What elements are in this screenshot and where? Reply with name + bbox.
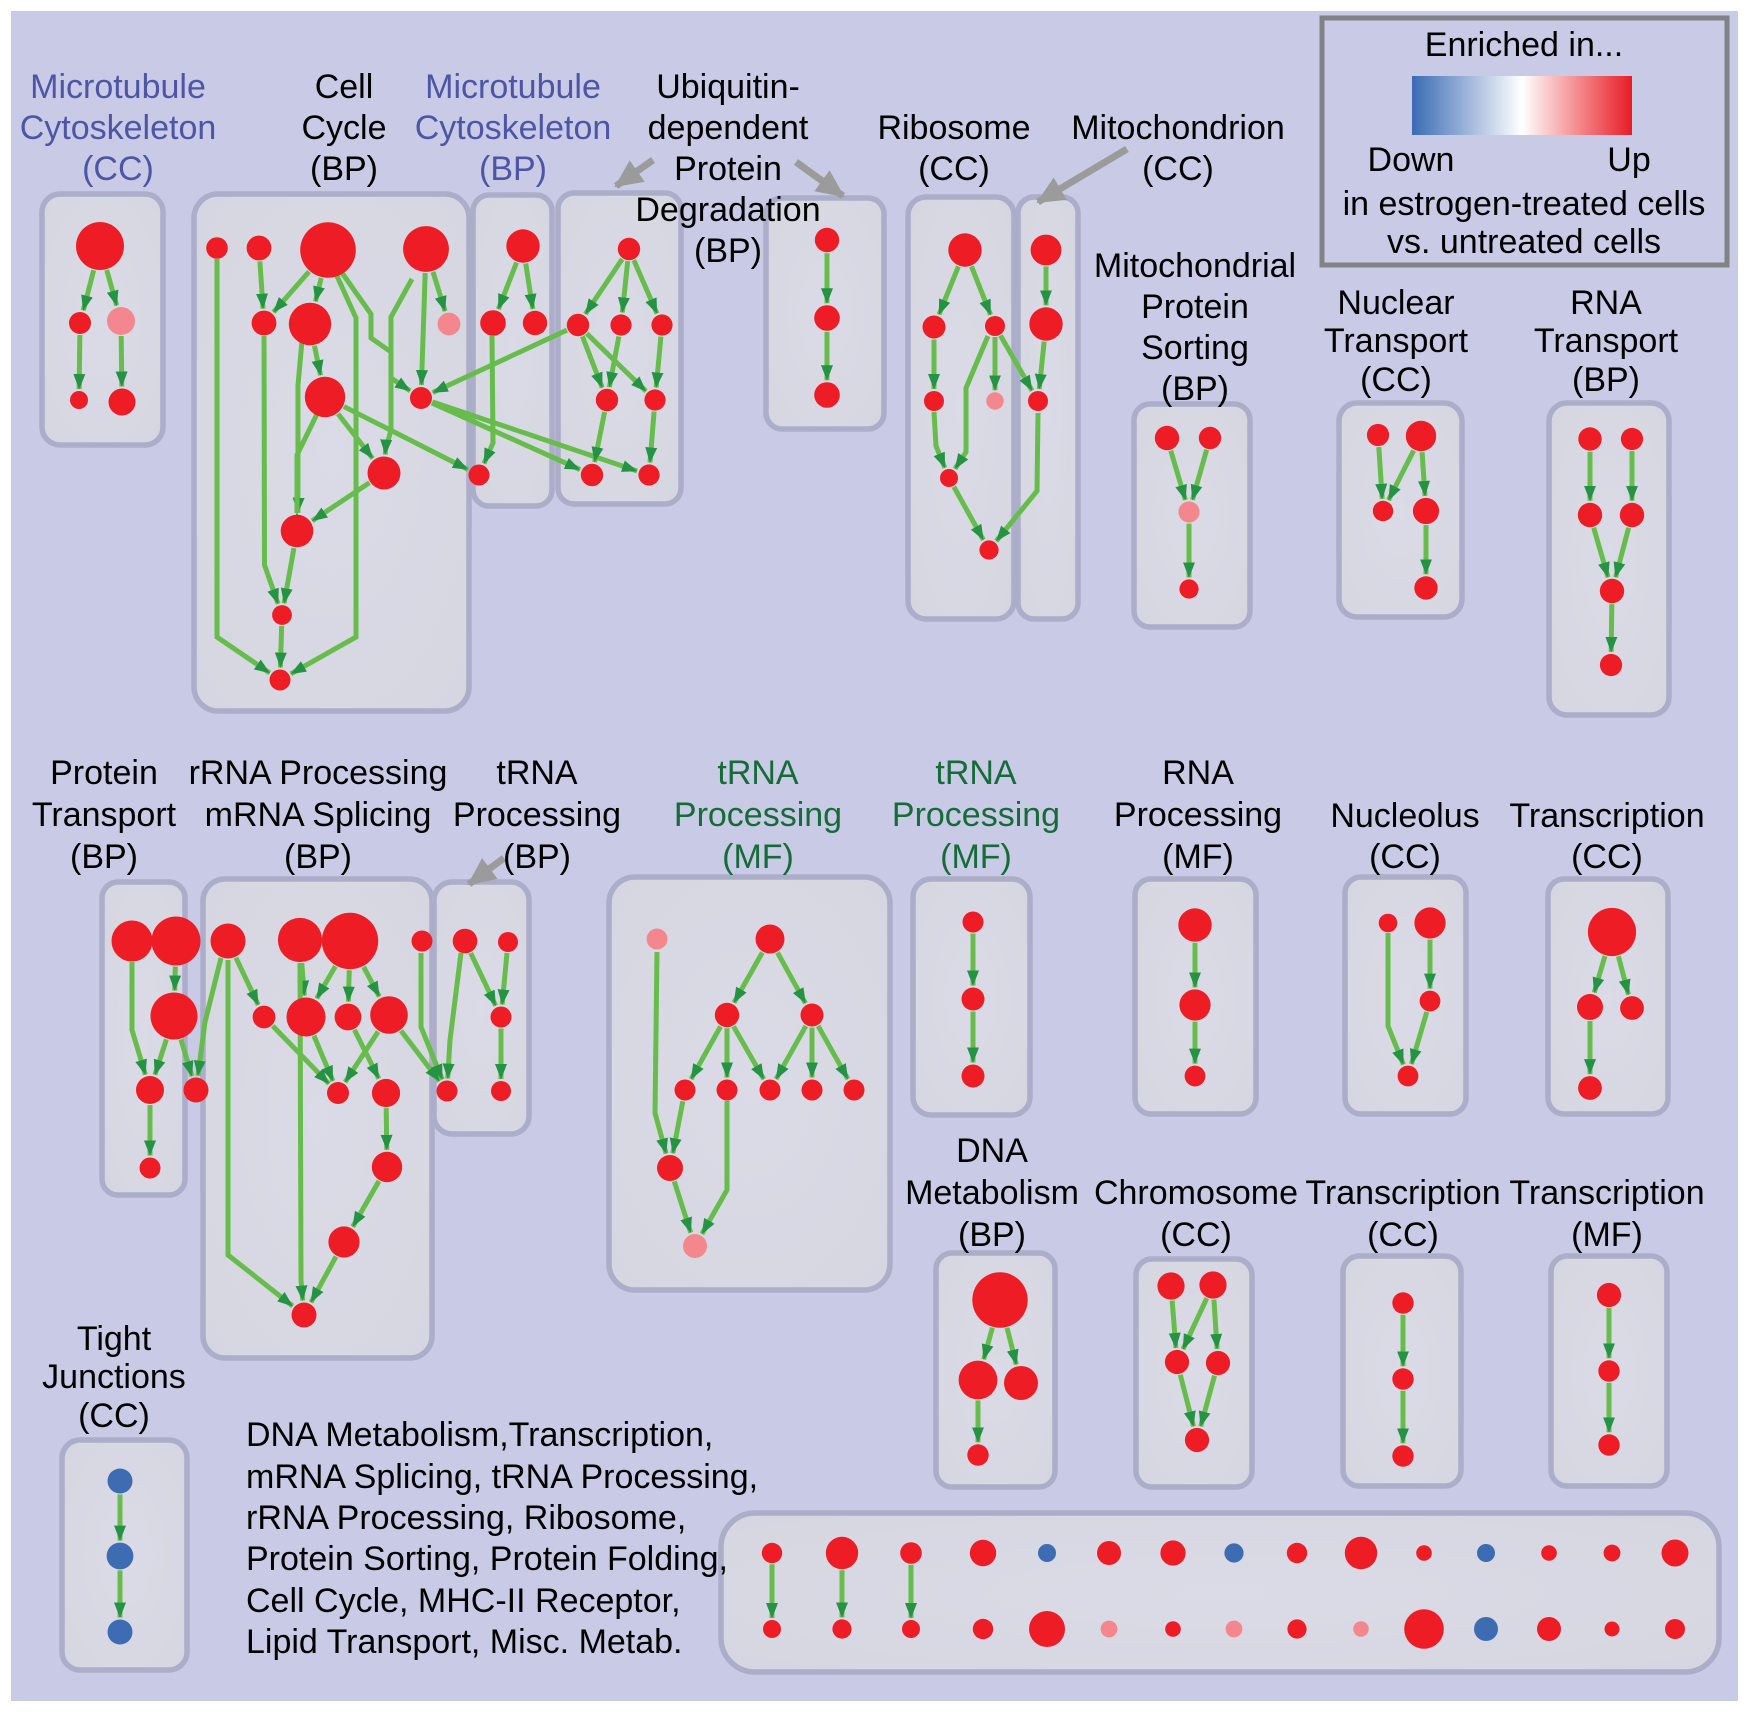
svg-text:(BP): (BP) [70,838,138,876]
svg-text:RNA: RNA [1162,754,1234,792]
svg-text:Mitochondrion: Mitochondrion [1071,109,1285,147]
svg-text:Cycle: Cycle [301,109,386,147]
svg-text:Processing: Processing [892,796,1060,834]
svg-text:Metabolism: Metabolism [905,1174,1079,1212]
svg-text:(CC): (CC) [78,1397,150,1435]
svg-text:Degradation: Degradation [635,191,820,229]
svg-text:Ubiquitin-: Ubiquitin- [656,68,800,106]
svg-text:Cell: Cell [315,68,374,106]
svg-text:(MF): (MF) [1571,1216,1643,1254]
svg-text:Transcription: Transcription [1509,797,1704,835]
svg-text:Protein Sorting, Protein Foldi: Protein Sorting, Protein Folding, [246,1540,728,1578]
svg-text:mRNA Splicing: mRNA Splicing [205,796,432,834]
svg-text:tRNA: tRNA [935,754,1017,792]
svg-text:Enriched in...: Enriched in... [1425,26,1623,64]
svg-text:(BP): (BP) [1572,361,1640,399]
svg-text:Up: Up [1607,141,1650,179]
svg-text:vs. untreated cells: vs. untreated cells [1387,223,1661,261]
svg-text:Transport: Transport [1324,322,1469,360]
svg-text:Processing: Processing [674,796,842,834]
svg-text:(BP): (BP) [284,838,352,876]
svg-text:tRNA: tRNA [496,754,578,792]
svg-text:(BP): (BP) [310,150,378,188]
svg-text:Transcription: Transcription [1305,1174,1500,1212]
svg-text:Junctions: Junctions [42,1358,186,1396]
svg-text:Microtubule: Microtubule [425,68,601,106]
svg-text:in estrogen-treated cells: in estrogen-treated cells [1343,185,1706,223]
svg-text:Protein: Protein [1141,288,1249,326]
svg-text:Processing: Processing [1114,796,1282,834]
svg-text:RNA: RNA [1570,284,1642,322]
svg-text:mRNA Splicing, tRNA Processing: mRNA Splicing, tRNA Processing, [246,1458,758,1496]
svg-text:Lipid Transport, Misc. Metab.: Lipid Transport, Misc. Metab. [246,1623,683,1661]
svg-text:Mitochondrial: Mitochondrial [1094,247,1296,285]
svg-text:Tight: Tight [77,1320,152,1358]
svg-text:Nuclear: Nuclear [1337,284,1454,322]
svg-text:(CC): (CC) [1369,838,1441,876]
svg-text:(CC): (CC) [82,150,154,188]
svg-text:(MF): (MF) [722,838,794,876]
svg-text:Chromosome: Chromosome [1094,1174,1298,1212]
svg-text:(MF): (MF) [940,838,1012,876]
svg-text:(BP): (BP) [1161,370,1229,408]
svg-text:(CC): (CC) [1360,361,1432,399]
svg-text:Microtubule: Microtubule [30,68,206,106]
svg-text:Cytoskeleton: Cytoskeleton [20,109,217,147]
svg-text:(MF): (MF) [1162,838,1234,876]
svg-text:DNA: DNA [956,1132,1028,1170]
svg-text:(BP): (BP) [479,150,547,188]
svg-text:Protein: Protein [50,754,158,792]
svg-text:(BP): (BP) [503,838,571,876]
svg-text:Protein: Protein [674,150,782,188]
svg-text:Nucleolus: Nucleolus [1330,797,1479,835]
svg-text:(CC): (CC) [1160,1216,1232,1254]
svg-text:(CC): (CC) [1571,838,1643,876]
svg-text:(CC): (CC) [918,150,990,188]
svg-text:rRNA Processing: rRNA Processing [189,754,448,792]
svg-text:tRNA: tRNA [717,754,799,792]
svg-text:(CC): (CC) [1142,150,1214,188]
svg-text:Cytoskeleton: Cytoskeleton [415,109,612,147]
svg-text:Transcription: Transcription [1509,1174,1704,1212]
svg-text:Processing: Processing [453,796,621,834]
svg-text:Sorting: Sorting [1141,329,1249,367]
svg-text:Transport: Transport [32,796,177,834]
svg-text:(BP): (BP) [958,1216,1026,1254]
svg-text:Cell Cycle, MHC-II Receptor,: Cell Cycle, MHC-II Receptor, [246,1582,681,1620]
svg-text:(BP): (BP) [694,232,762,270]
svg-text:Ribosome: Ribosome [877,109,1030,147]
svg-text:rRNA Processing, Ribosome,: rRNA Processing, Ribosome, [246,1499,686,1537]
svg-text:(CC): (CC) [1367,1216,1439,1254]
svg-text:DNA Metabolism,Transcription,: DNA Metabolism,Transcription, [246,1416,713,1454]
svg-text:Down: Down [1368,141,1455,179]
svg-text:dependent: dependent [648,109,809,147]
svg-text:Transport: Transport [1534,322,1679,360]
